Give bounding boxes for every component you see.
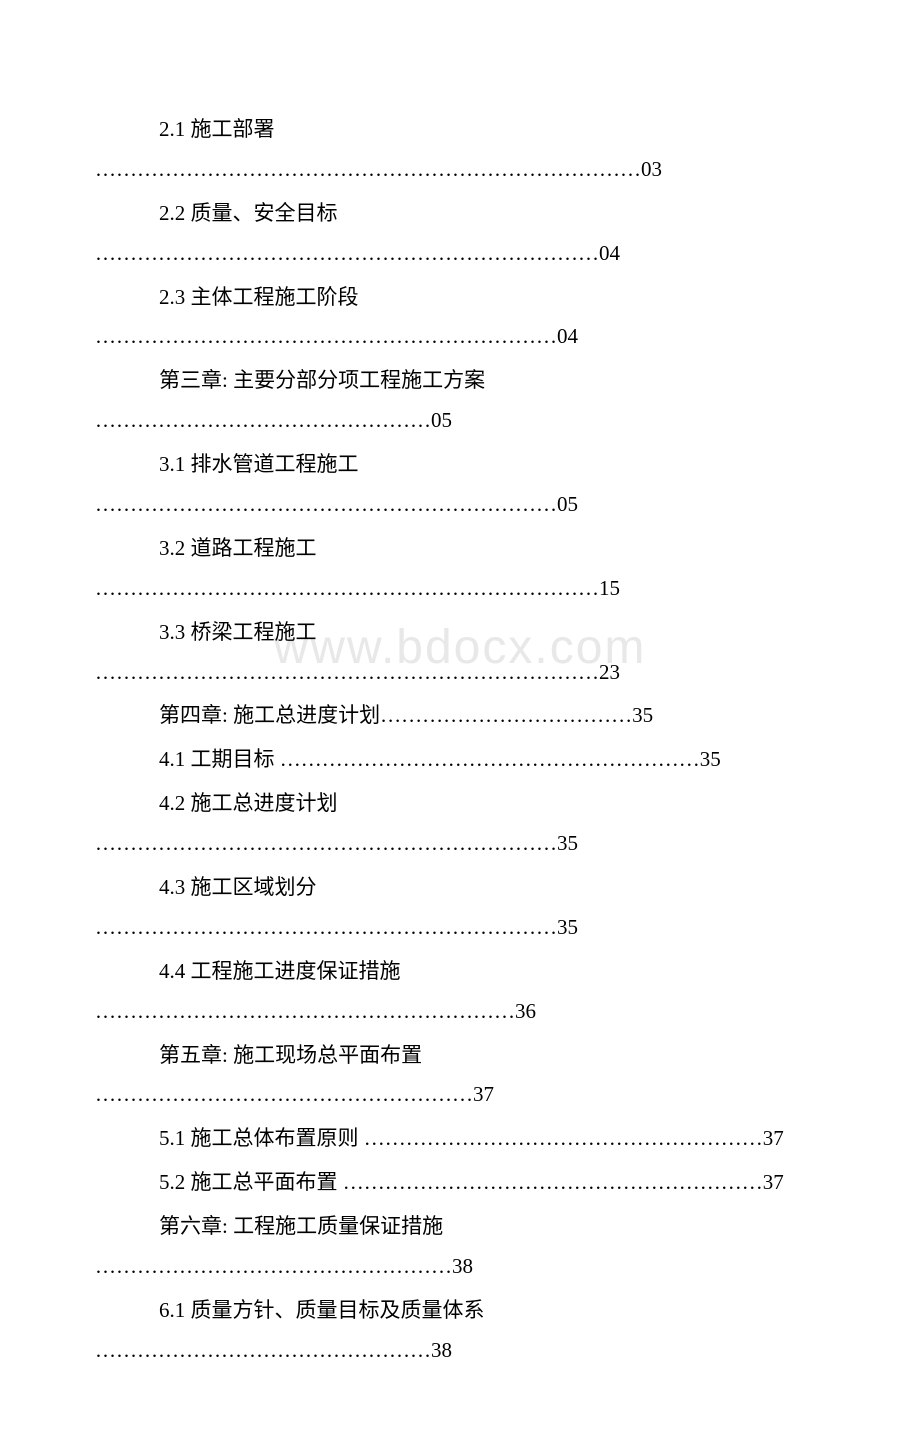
toc-leader: …………………………………………………………35 bbox=[95, 824, 825, 864]
toc-leader: ………………………………………………37 bbox=[95, 1075, 825, 1115]
toc-content: 2.1 施工部署 ……………………………………………………………………03 2.… bbox=[95, 110, 825, 1371]
toc-leader: …………………………………………………………04 bbox=[95, 317, 825, 357]
toc-leader: ……………………………………………………36 bbox=[95, 992, 825, 1032]
toc-title: 第六章: 工程施工质量保证措施 bbox=[95, 1207, 825, 1247]
toc-entry: 4.4 工程施工进度保证措施 ……………………………………………………36 bbox=[95, 952, 825, 1032]
toc-leader: …………………………………………05 bbox=[95, 401, 825, 441]
toc-entry: 4.3 施工区域划分 …………………………………………………………35 bbox=[95, 868, 825, 948]
toc-entry: 3.1 排水管道工程施工 …………………………………………………………05 bbox=[95, 445, 825, 525]
toc-entry: 2.1 施工部署 ……………………………………………………………………03 bbox=[95, 110, 825, 190]
toc-entry-inline: 5.1 施工总体布置原则 …………………………………………………37 bbox=[95, 1119, 825, 1159]
toc-entry: 2.3 主体工程施工阶段 …………………………………………………………04 bbox=[95, 278, 825, 358]
toc-title: 3.2 道路工程施工 bbox=[95, 529, 825, 569]
toc-title: 2.2 质量、安全目标 bbox=[95, 194, 825, 234]
toc-leader: …………………………………………………………35 bbox=[95, 908, 825, 948]
toc-title: 第三章: 主要分部分项工程施工方案 bbox=[95, 361, 825, 401]
toc-entry-inline: 第四章: 施工总进度计划………………………………35 bbox=[95, 696, 825, 736]
toc-entry: 第六章: 工程施工质量保证措施 ……………………………………………38 bbox=[95, 1207, 825, 1287]
toc-entry: 第三章: 主要分部分项工程施工方案 …………………………………………05 bbox=[95, 361, 825, 441]
toc-entry: 4.2 施工总进度计划 …………………………………………………………35 bbox=[95, 784, 825, 864]
toc-leader: ……………………………………………38 bbox=[95, 1247, 825, 1287]
toc-entry: 2.2 质量、安全目标 ………………………………………………………………04 bbox=[95, 194, 825, 274]
toc-entry: 3.3 桥梁工程施工 ………………………………………………………………23 bbox=[95, 613, 825, 693]
toc-entry: 3.2 道路工程施工 ………………………………………………………………15 bbox=[95, 529, 825, 609]
toc-title: 2.3 主体工程施工阶段 bbox=[95, 278, 825, 318]
toc-leader: ………………………………………………………………15 bbox=[95, 569, 825, 609]
toc-leader: ……………………………………………………………………03 bbox=[95, 150, 825, 190]
toc-title: 6.1 质量方针、质量目标及质量体系 bbox=[95, 1291, 825, 1331]
toc-entry-inline: 4.1 工期目标 ……………………………………………………35 bbox=[95, 740, 825, 780]
toc-leader: ………………………………………………………………04 bbox=[95, 234, 825, 274]
toc-title: 2.1 施工部署 bbox=[95, 110, 825, 150]
toc-entry-inline: 5.2 施工总平面布置 ……………………………………………………37 bbox=[95, 1163, 825, 1203]
toc-title: 3.1 排水管道工程施工 bbox=[95, 445, 825, 485]
toc-leader: …………………………………………38 bbox=[95, 1331, 825, 1371]
toc-title: 4.2 施工总进度计划 bbox=[95, 784, 825, 824]
toc-title: 4.3 施工区域划分 bbox=[95, 868, 825, 908]
toc-leader: ………………………………………………………………23 bbox=[95, 653, 825, 693]
toc-entry: 6.1 质量方针、质量目标及质量体系 …………………………………………38 bbox=[95, 1291, 825, 1371]
toc-title: 第五章: 施工现场总平面布置 bbox=[95, 1036, 825, 1076]
toc-title: 3.3 桥梁工程施工 bbox=[95, 613, 825, 653]
toc-title: 4.4 工程施工进度保证措施 bbox=[95, 952, 825, 992]
toc-entry: 第五章: 施工现场总平面布置 ………………………………………………37 bbox=[95, 1036, 825, 1116]
toc-leader: …………………………………………………………05 bbox=[95, 485, 825, 525]
